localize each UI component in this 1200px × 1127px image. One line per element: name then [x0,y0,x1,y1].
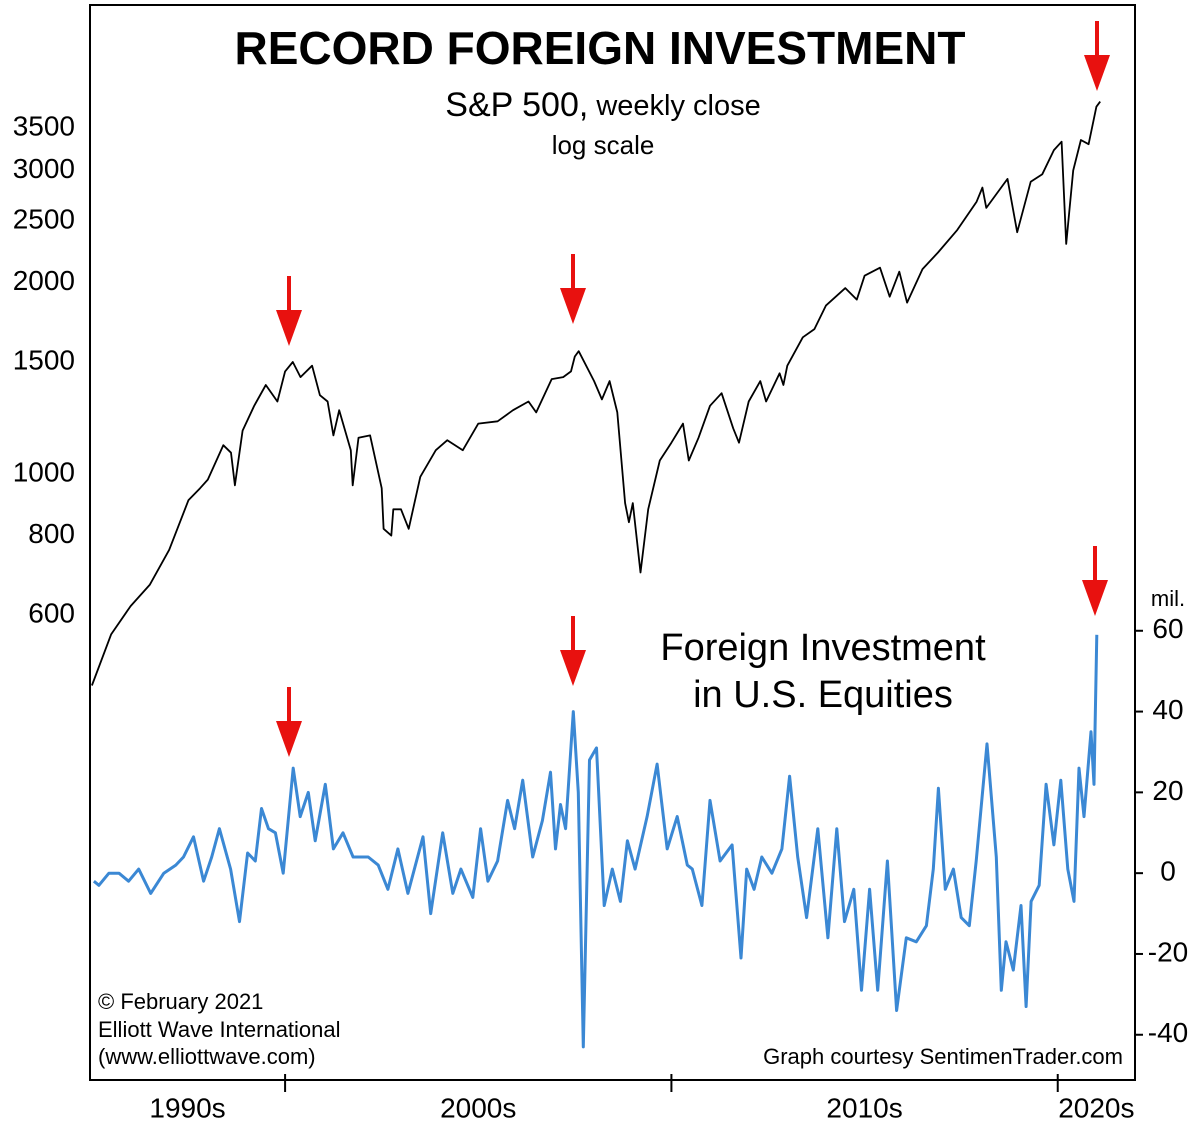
y-tick-label: 2500 [13,203,75,234]
arrows [276,21,1110,757]
credit: © February 2021 [98,989,263,1014]
source-note: Graph courtesy SentimenTrader.com [763,1044,1123,1069]
y2-tick-label: 40 [1152,694,1183,725]
y2-tick-label: 60 [1152,613,1183,644]
arrow [1084,21,1110,91]
y2-tick-label: 0 [1160,856,1176,887]
y2-tick-label: -40 [1148,1017,1188,1048]
y2-tick-label: -20 [1148,936,1188,967]
y2-unit: mil. [1151,586,1185,611]
y-tick-label: 3000 [13,153,75,184]
y-tick-label: 800 [28,518,75,549]
fi-name: Foreign Investment [660,627,986,669]
chart-title: RECORD FOREIGN INVESTMENT [235,22,966,74]
x-tick-label: 2020s [1058,1092,1134,1123]
fi-subname: in U.S. Equities [693,674,953,716]
arrow [1082,546,1108,616]
arrow [560,616,586,686]
y-tick-label: 3500 [13,110,75,141]
credit: (www.elliottwave.com) [98,1044,316,1069]
y-tick-label: 1000 [13,456,75,487]
arrow [276,276,302,346]
series-line [91,101,1101,686]
y-tick-label: 1500 [13,344,75,375]
credit: Elliott Wave International [98,1017,341,1042]
plot-frame [89,4,1136,1081]
y2-tick-label: 20 [1152,775,1183,806]
sp-label: S&P 500, weekly close [445,86,760,124]
sp-name: S&P 500, [445,86,588,124]
series-line [92,634,1099,1049]
x-tick-label: 1990s [149,1092,225,1123]
log-note: log scale [552,130,655,160]
x-tick-label: 2000s [440,1092,516,1123]
x-tick-label: 2010s [826,1092,902,1123]
arrow [276,687,302,757]
sp-subname: weekly close [595,90,760,122]
arrow [560,254,586,324]
y-tick-label: 2000 [13,265,75,296]
y-tick-label: 600 [28,598,75,629]
